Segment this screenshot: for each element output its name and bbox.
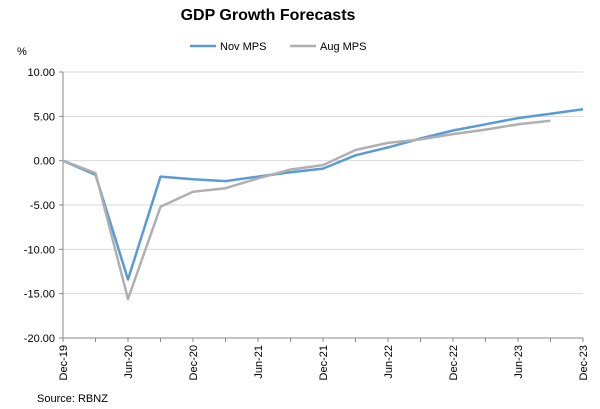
x-tick-label: Jun-23 [513, 345, 525, 379]
x-axis: Dec-19 Jun-20 Dec-20 Jun-21 Dec-21 Jun-22 Dec-… [58, 72, 590, 380]
x-tick-label: Jun-22 [383, 345, 395, 379]
series-group [62, 107, 584, 301]
legend-label-aug-mps: Aug MPS [320, 41, 366, 53]
y-tick-label: -20.00 [24, 333, 55, 345]
x-tick-label: Jun-20 [123, 345, 135, 379]
series-line-aug-mps [62, 119, 551, 301]
y-axis-label: % [17, 46, 27, 58]
x-tick-label: Dec-19 [58, 345, 70, 380]
x-tick-label: Dec-23 [578, 345, 590, 380]
y-tick-label: -5.00 [30, 200, 55, 212]
source-note: Source: RBNZ [37, 393, 108, 405]
gridlines [63, 71, 583, 339]
series-line-nov-mps [62, 107, 584, 281]
legend-label-nov-mps: Nov MPS [220, 41, 266, 53]
y-tick-label: 5.00 [34, 111, 55, 123]
y-tick-label: -15.00 [24, 289, 55, 301]
x-tick-label: Jun-21 [253, 345, 265, 379]
x-tick-label: Dec-22 [448, 345, 460, 380]
x-tick-label: Dec-20 [188, 345, 200, 380]
y-axis: 10.00 5.00 0.00 -5.00 -10.00 -15.00 -20.00 [24, 67, 63, 345]
legend: Nov MPS Aug MPS [190, 41, 366, 53]
y-tick-label: 0.00 [34, 156, 55, 168]
y-tick-label: -10.00 [24, 244, 55, 256]
chart-title: GDP Growth Forecasts [181, 7, 356, 24]
x-tick-label: Dec-21 [318, 345, 330, 380]
y-tick-label: 10.00 [27, 67, 55, 79]
